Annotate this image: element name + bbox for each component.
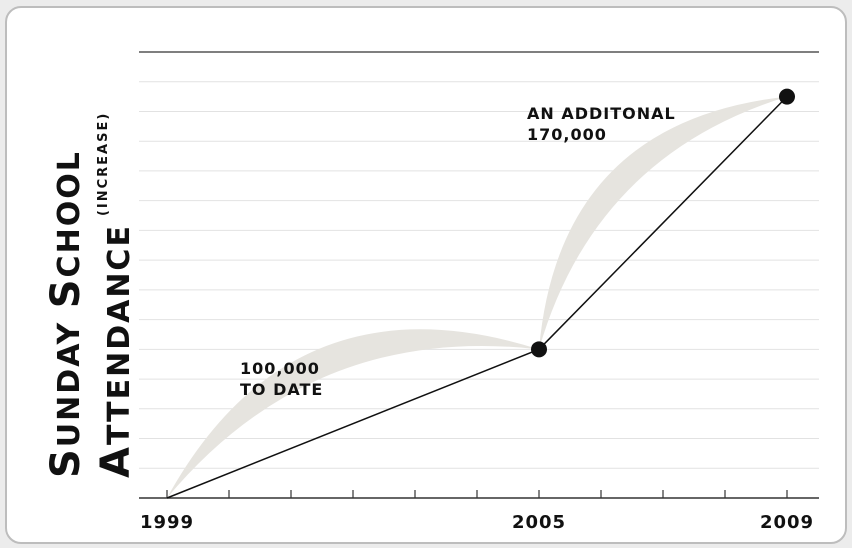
- growth-arc: [539, 96, 787, 350]
- data-point-marker: [779, 88, 795, 105]
- x-tick-label: 1999: [140, 512, 194, 533]
- x-tick-label: 2005: [512, 512, 566, 533]
- data-annotation: 100,000 TO DATE: [240, 359, 323, 399]
- data-point-marker: [531, 341, 547, 358]
- y-axis-title-line2: ATTENDANCE(INCREASE): [93, 112, 139, 478]
- growth-arc: [167, 329, 539, 498]
- data-annotation: AN ADDITONAL 170,000: [527, 104, 676, 144]
- x-tick-label: 2009: [760, 512, 814, 533]
- chart-card: 1999 2005 2009 100,000 TO DATE AN ADDITONAL 17…: [5, 6, 847, 544]
- y-axis-title-line1: SUNDAY SCHOOL: [43, 150, 89, 478]
- chart-svg: 1999 2005 2009 100,000 TO DATE AN ADDITONAL 17…: [43, 51, 819, 533]
- series-line: [166, 96, 788, 499]
- y-axis-title-suffix: (INCREASE): [96, 112, 111, 216]
